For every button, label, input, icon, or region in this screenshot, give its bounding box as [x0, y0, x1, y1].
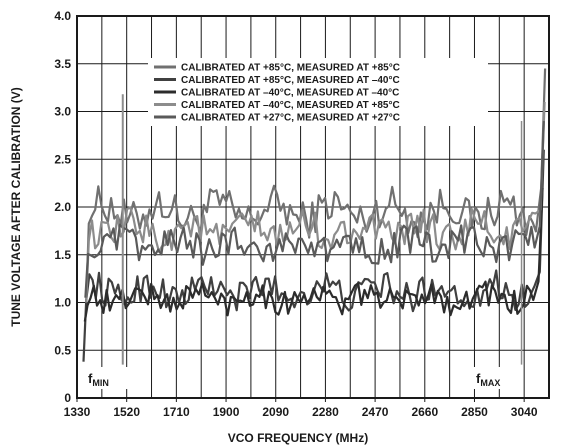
legend: CALIBRATED AT +85°C, MEASURED AT +85°CCA… — [148, 58, 488, 126]
legend-label-4: CALIBRATED AT –40°C, MEASURED AT +85°C — [181, 100, 400, 111]
x-tick-label: 2660 — [411, 405, 438, 419]
legend-label-5: CALIBRATED AT +27°C, MEASURED AT +27°C — [181, 113, 400, 124]
y-axis-title: TUNE VOLTAGE AFTER CALIBRATION (V) — [9, 87, 23, 327]
x-tick-label: 3040 — [511, 405, 538, 419]
series-group — [82, 68, 547, 362]
y-tick-label: 1.5 — [54, 248, 71, 262]
band-marker-max: fMAX — [476, 371, 500, 388]
x-tick-label: 1710 — [163, 405, 190, 419]
y-tick-label: 0 — [64, 391, 71, 405]
y-tick-label: 3.0 — [54, 105, 71, 119]
marker-background — [85, 367, 129, 389]
x-tick-label: 2470 — [362, 405, 389, 419]
y-tick-label: 1.0 — [54, 296, 71, 310]
y-tick-label: 4.0 — [54, 9, 71, 23]
x-tick-label: 1520 — [113, 405, 140, 419]
x-tick-label: 2850 — [461, 405, 488, 419]
series-line-5 — [84, 121, 545, 298]
series-line-4 — [85, 101, 546, 303]
series-line-3 — [83, 187, 544, 322]
y-tick-label: 2.5 — [54, 152, 71, 166]
legend-background — [148, 58, 488, 126]
y-tick-label: 0.5 — [54, 343, 71, 357]
legend-label-1: CALIBRATED AT +85°C, MEASURED AT +85°C — [181, 63, 400, 74]
legend-label-2: CALIBRATED AT +85°C, MEASURED AT –40°C — [181, 75, 400, 86]
y-tick-label: 3.5 — [54, 57, 71, 71]
legend-label-3: CALIBRATED AT –40°C, MEASURED AT –40°C — [181, 88, 399, 99]
x-axis-title: VCO FREQUENCY (MHz) — [228, 431, 368, 445]
marker-background — [473, 367, 517, 389]
y-tick-label: 2.0 — [54, 200, 71, 214]
x-tick-label: 2090 — [262, 405, 289, 419]
x-tick-label: 1900 — [213, 405, 240, 419]
x-tick-label: 1330 — [64, 405, 91, 419]
x-tick-label: 2280 — [312, 405, 339, 419]
band-marker-min: fMIN — [88, 371, 109, 388]
plot-frame — [76, 15, 550, 399]
